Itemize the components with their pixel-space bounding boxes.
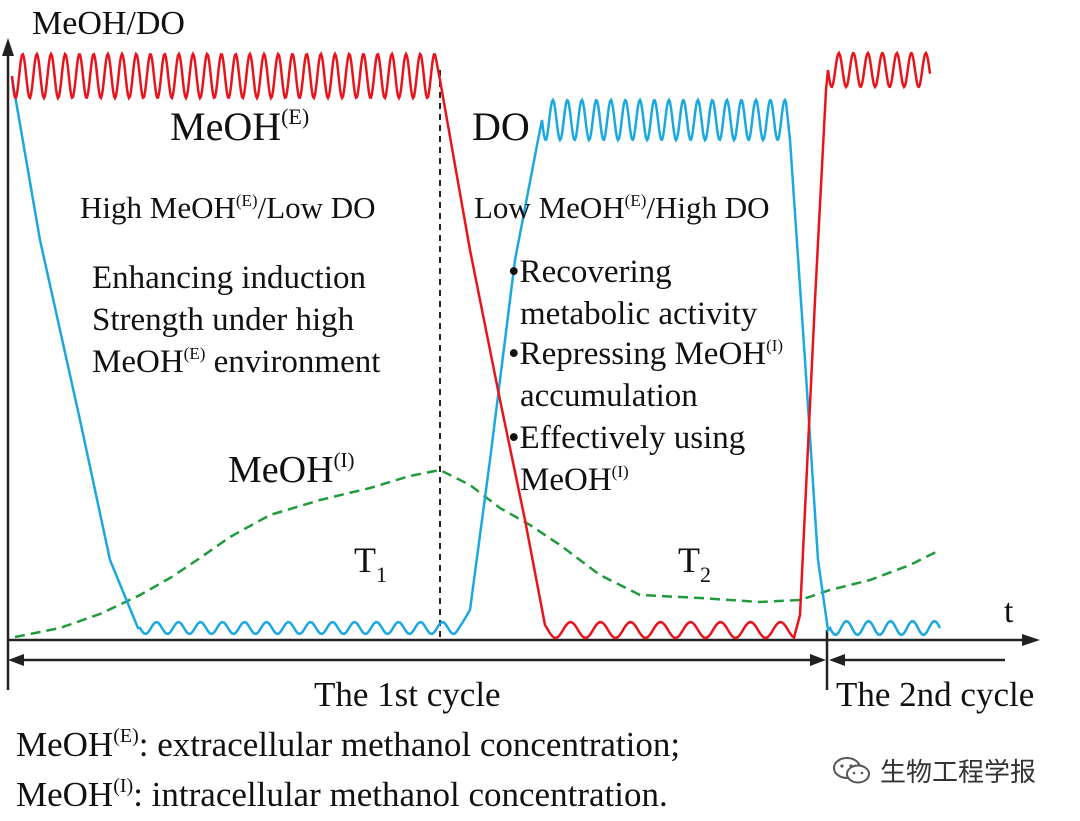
phase1-condition: High MeOH(E)/Low DO — [80, 190, 376, 225]
phase2-bullet2-sup: (I) — [766, 336, 783, 355]
meoh-i-label-base: MeOH — [228, 449, 334, 491]
phase2-bullet2-prefix: •Repressing MeOH — [508, 336, 766, 372]
legend-meoh-e-prefix: MeOH — [16, 725, 113, 764]
meoh-i-curve — [14, 468, 941, 639]
legend-meoh-i-suffix: : intracellular methanol concentration. — [133, 775, 668, 814]
cycle1-arrow-right-icon — [810, 654, 826, 666]
x-axis-label: t — [1004, 593, 1014, 630]
phase2-bullet3-line2-prefix: MeOH — [520, 462, 612, 498]
t1-label-sub: 1 — [376, 562, 387, 587]
meoh-e-label-base: MeOH — [170, 104, 281, 149]
phase1-description-line2: Strength under high — [92, 302, 355, 338]
cycle2-label: The 2nd cycle — [836, 675, 1034, 714]
legend-meoh-e-sup: (E) — [113, 725, 139, 747]
wechat-icon — [833, 756, 870, 783]
x-axis-arrow-icon — [1022, 634, 1040, 646]
phase2-bullet3-line2: MeOH(I) — [520, 462, 629, 498]
phase2-condition-prefix: Low MeOH — [474, 190, 625, 225]
phase2-condition: Low MeOH(E)/High DO — [474, 190, 770, 225]
watermark-text: 生物工程学报 — [880, 758, 1037, 788]
phase1-description-line3-suffix: environment — [205, 344, 380, 380]
y-axis-label: MeOH/DO — [32, 5, 185, 42]
cycle1-label: The 1st cycle — [314, 675, 501, 714]
axes — [2, 38, 1040, 690]
phase2-bullet1-line1: •Recovering — [508, 254, 672, 290]
phase1-condition-sup: (E) — [236, 191, 258, 210]
do-label: DO — [472, 104, 530, 149]
legend-meoh-i-prefix: MeOH — [16, 775, 113, 814]
y-axis-arrow-icon — [2, 38, 14, 56]
phase2-bullet3-line1: •Effectively using — [508, 420, 745, 456]
cycle-arrows — [8, 654, 1005, 666]
t1-label: T1 — [354, 540, 387, 587]
phase1-description-line3-prefix: MeOH — [92, 344, 184, 380]
cycle2-arrow-left-icon — [829, 654, 845, 666]
do-curve — [10, 77, 942, 637]
meoh-i-label-sup: (I) — [334, 448, 355, 472]
t2-label-base: T — [678, 540, 700, 580]
phase2-bullet2-line2: accumulation — [520, 378, 698, 414]
phase2-condition-sup: (E) — [625, 191, 647, 210]
watermark: 生物工程学报 — [832, 752, 1036, 789]
phase2-bullet1-line2: metabolic activity — [520, 296, 758, 332]
legend-meoh-i-sup: (I) — [113, 775, 133, 797]
phase2-bullet3-line2-sup: (I) — [612, 462, 629, 481]
phase1-description-line3-sup: (E) — [184, 344, 206, 363]
legend-meoh-e-suffix: : extracellular methanol concentration; — [139, 725, 680, 764]
legend-meoh-e: MeOH(E): extracellular methanol concentr… — [16, 725, 680, 764]
phase1-description-line1: Enhancing induction — [92, 260, 366, 296]
t2-label: T2 — [678, 540, 711, 587]
phase2-condition-suffix: /High DO — [646, 190, 769, 225]
meoh-e-label-sup: (E) — [281, 104, 309, 129]
t2-label-sub: 2 — [700, 562, 711, 587]
phase1-condition-prefix: High MeOH — [80, 190, 236, 225]
meoh-e-label: MeOH(E) — [170, 104, 309, 149]
meoh-i-label: MeOH(I) — [228, 448, 355, 491]
phase2-bullet2-line1: •Repressing MeOH(I) — [508, 336, 783, 372]
cycle1-arrow-left-icon — [8, 654, 24, 666]
meoh-e-curve — [10, 50, 932, 640]
phase1-condition-suffix: /Low DO — [258, 190, 376, 225]
t1-label-base: T — [354, 540, 376, 580]
phase1-description-line3: MeOH(E) environment — [92, 344, 380, 380]
legend-meoh-i: MeOH(I): intracellular methanol concentr… — [16, 775, 668, 814]
